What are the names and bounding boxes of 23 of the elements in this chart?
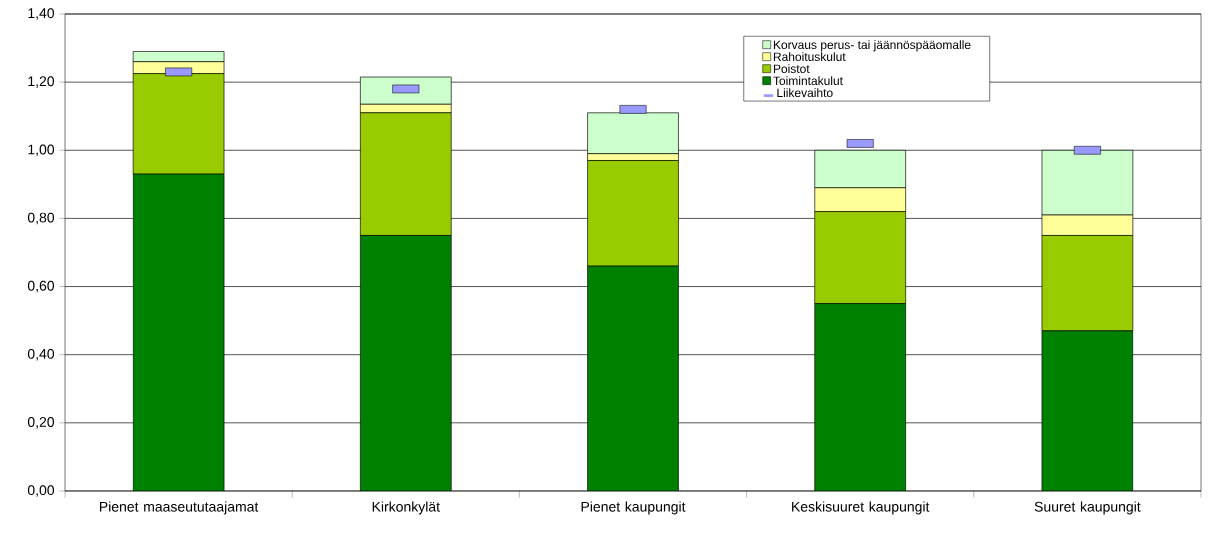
legend-label: Toimintakulut [773, 76, 843, 86]
legend-label: Poistot [773, 64, 810, 74]
y-tick-label: 0,20 [27, 417, 55, 429]
x-tick-label: Pienet maaseututaajamat [99, 501, 259, 515]
x-tick-label: Suuret kaupungit [1034, 501, 1141, 515]
y-tick-label: 0,40 [27, 348, 55, 361]
legend-label: Korvaus perus- tai jäännöspääomalle [773, 40, 971, 52]
bar [587, 265, 679, 491]
y-tick-label: 0,60 [27, 280, 55, 293]
y-tick-label: 0,00 [27, 485, 55, 497]
legend-label: Liikevaihto [777, 88, 833, 98]
bar [1041, 330, 1134, 491]
bar [360, 235, 452, 491]
y-tick-label: 1,20 [28, 76, 55, 88]
y-tick-label: 1,00 [28, 144, 55, 157]
x-tick-label: Kirkonkylät [372, 501, 440, 515]
bar [814, 303, 906, 491]
x-tick-label: Pienet kaupungit [581, 501, 686, 515]
y-tick-label: 0,80 [27, 212, 55, 225]
x-tick-label: Keskisuuret kaupungit [792, 501, 930, 515]
y-tick-label: 1,40 [28, 8, 55, 20]
legend-label: Rahoituskulut [773, 52, 846, 62]
bar [132, 173, 225, 491]
